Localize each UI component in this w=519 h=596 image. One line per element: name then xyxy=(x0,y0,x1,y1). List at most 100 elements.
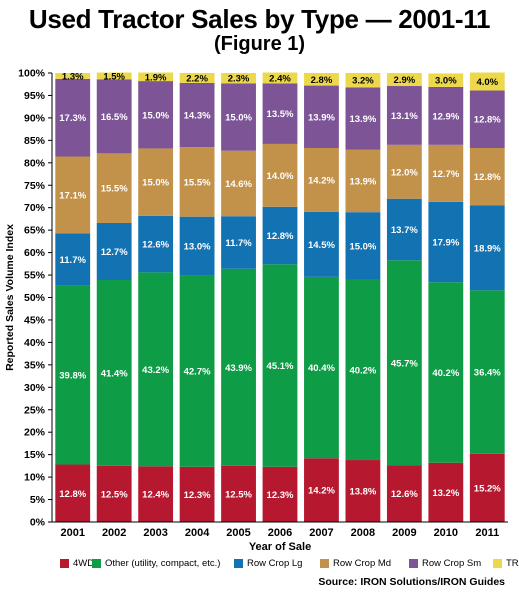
legend-label: 4WD xyxy=(73,557,95,569)
data-label: 1.9% xyxy=(145,72,167,83)
data-label: 18.9% xyxy=(474,243,501,254)
bar-segment xyxy=(428,282,464,463)
y-tick-label: 50% xyxy=(24,292,46,304)
data-label: 15.5% xyxy=(101,184,128,195)
data-label: 1.3% xyxy=(62,71,84,82)
data-label: 2.2% xyxy=(186,73,208,84)
data-label: 12.6% xyxy=(391,489,418,500)
bar-segment xyxy=(221,150,256,217)
bar-segment xyxy=(345,87,381,150)
data-label: 13.5% xyxy=(267,109,294,120)
bar-segment xyxy=(96,153,132,223)
legend-swatch xyxy=(60,558,69,568)
data-label: 12.0% xyxy=(391,167,418,178)
bar-segment xyxy=(345,279,381,461)
data-label: 45.1% xyxy=(267,361,294,372)
bar-segment xyxy=(55,78,91,157)
x-tick-label: 2005 xyxy=(226,527,250,539)
data-label: 40.2% xyxy=(432,368,459,379)
data-label: 13.9% xyxy=(349,114,376,125)
y-tick-label: 55% xyxy=(24,270,46,282)
data-label: 4.0% xyxy=(476,77,498,88)
y-tick-label: 70% xyxy=(24,202,46,214)
bar-segment xyxy=(469,453,505,522)
source-note: Source: IRON Solutions/IRON Guides xyxy=(318,576,505,588)
x-tick-label: 2006 xyxy=(268,527,292,539)
y-tick-label: 40% xyxy=(24,337,46,349)
bar-segment xyxy=(428,201,464,283)
data-label: 45.7% xyxy=(391,358,418,369)
data-label: 43.2% xyxy=(142,365,169,376)
data-label: 12.5% xyxy=(225,489,252,500)
x-tick-label: 2002 xyxy=(102,527,126,539)
bar-segment xyxy=(221,73,256,84)
data-label: 12.7% xyxy=(432,169,459,180)
data-label: 12.8% xyxy=(474,115,501,126)
legend-item: Other (utility, compact, etc.) xyxy=(92,556,220,570)
data-label: 1.5% xyxy=(103,71,125,82)
bar-segment xyxy=(469,72,505,91)
legend-item: Row Crop Md xyxy=(320,556,391,570)
data-label: 12.3% xyxy=(184,490,211,501)
data-label: 42.7% xyxy=(184,366,211,377)
y-tick-label: 65% xyxy=(24,225,46,237)
bar-segment xyxy=(138,81,174,149)
legend-item: Row Crop Lg xyxy=(234,556,302,570)
legend-label: Other (utility, compact, etc.) xyxy=(105,557,221,569)
data-label: 14.6% xyxy=(225,179,252,190)
y-tick-label: 25% xyxy=(24,404,46,416)
bar-segment xyxy=(386,260,422,466)
bar-segment xyxy=(221,465,256,522)
legend-label: TRACK xyxy=(506,557,519,569)
y-tick-label: 95% xyxy=(24,90,46,102)
bar-segment xyxy=(138,466,174,522)
y-tick-label: 80% xyxy=(24,157,46,169)
bar-segment xyxy=(55,233,91,286)
data-label: 13.2% xyxy=(432,488,459,499)
legend-label: Row Crop Sm xyxy=(422,557,482,569)
data-label: 3.2% xyxy=(352,76,374,87)
x-tick-label: 2010 xyxy=(434,527,458,539)
legend-swatch xyxy=(234,558,243,568)
bar-segment xyxy=(55,156,91,234)
legend-swatch xyxy=(409,558,418,568)
bar-segment xyxy=(96,72,132,80)
data-label: 15.5% xyxy=(184,177,211,188)
bar-segment xyxy=(179,82,215,148)
data-label: 12.4% xyxy=(142,490,169,501)
bar-segment xyxy=(96,79,132,154)
x-tick-label: 2003 xyxy=(143,527,167,539)
bar-segment xyxy=(96,222,132,280)
data-label: 15.0% xyxy=(142,110,169,121)
data-label: 13.9% xyxy=(349,176,376,187)
legend-swatch xyxy=(92,558,101,568)
data-label: 43.9% xyxy=(225,363,252,374)
data-label: 2.3% xyxy=(228,74,250,85)
bar-segment xyxy=(221,83,256,151)
data-label: 11.7% xyxy=(225,238,252,249)
data-label: 14.2% xyxy=(308,486,335,497)
bar-segment xyxy=(262,466,298,522)
legend-item: 4WD xyxy=(60,556,94,570)
x-tick-label: 2001 xyxy=(60,527,84,539)
y-tick-label: 30% xyxy=(24,382,46,394)
data-label: 17.9% xyxy=(432,238,459,249)
y-tick-label: 10% xyxy=(24,472,46,484)
y-tick-label: 60% xyxy=(24,247,46,259)
data-label: 2.9% xyxy=(394,75,416,86)
bar-segment xyxy=(428,86,464,145)
legend-label: Row Crop Md xyxy=(333,557,392,569)
bar-segment xyxy=(345,73,381,88)
bar-segment xyxy=(179,466,215,522)
data-label: 15.0% xyxy=(225,113,252,124)
data-label: 13.9% xyxy=(308,112,335,123)
bar-segment xyxy=(262,264,298,467)
bar-segment xyxy=(386,73,422,87)
data-label: 12.9% xyxy=(432,111,459,122)
bar-segment xyxy=(304,276,339,459)
chart-subtitle: (Figure 1) xyxy=(213,33,306,55)
bar-segment xyxy=(55,464,91,522)
bar-segment xyxy=(96,465,132,522)
data-label: 16.5% xyxy=(101,112,128,123)
